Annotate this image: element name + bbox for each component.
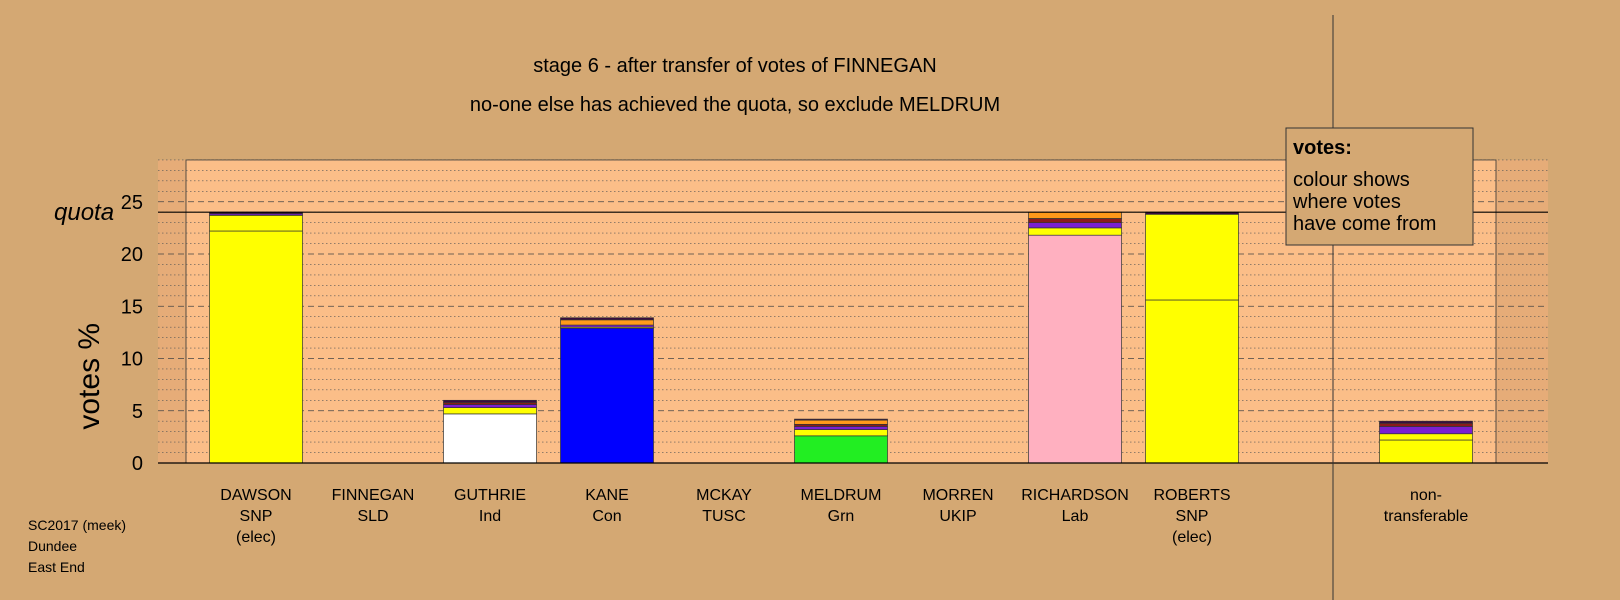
bar-segment-roberts-snp [1145, 213, 1239, 301]
bar-segment-dawson-snp [209, 214, 303, 232]
x-label-name: MCKAY [696, 487, 752, 504]
bar-segment-nontransferable-snp [1379, 433, 1473, 441]
quota-label: quota [54, 199, 114, 226]
y-axis-label: votes % [73, 323, 106, 430]
bar-segment-nontransferable-ukip [1379, 426, 1473, 435]
y-tick-label: 0 [132, 453, 143, 475]
x-label-name: RICHARDSON [1021, 487, 1129, 504]
x-label-name: KANE [585, 487, 629, 504]
x-label-party: TUSC [702, 508, 746, 525]
bar-segment-kane-dark [560, 317, 654, 321]
y-tick-label: 25 [121, 192, 143, 214]
y-tick-label: 15 [121, 296, 143, 318]
footer-line-3: East End [28, 559, 85, 575]
bar-segment-nontransferable-dark [1379, 420, 1473, 424]
x-label-party: UKIP [939, 508, 976, 525]
bar-segment-roberts-snp [1145, 299, 1239, 464]
x-label-nontransferable: non- [1410, 487, 1442, 504]
footer-line-2: Dundee [28, 538, 78, 554]
y-tick-label: 20 [121, 244, 143, 266]
bar-segment-nontransferable-tusc [1379, 422, 1473, 427]
legend-text-line: where votes [1292, 191, 1401, 213]
y-tick-label: 10 [121, 349, 143, 371]
x-label-party: Con [592, 508, 621, 525]
bar-segment-kane-sld [560, 319, 654, 326]
x-label-party: Grn [828, 508, 855, 525]
bar-segment-meldrum-grn [794, 435, 888, 464]
bar-segment-guthrie-ukip [443, 404, 537, 408]
x-label-party: Lab [1062, 508, 1089, 525]
x-label-name: MORREN [922, 487, 993, 504]
bar-segment-meldrum-snp [794, 429, 888, 437]
bar-segment-guthrie-dark [443, 399, 537, 403]
bar-segment-kane-con [560, 327, 654, 464]
footer: SC2017 (meek) Dundee East End [28, 515, 126, 578]
x-label-name: ROBERTS [1153, 487, 1230, 504]
bar-segment-richardson-lab [1028, 234, 1122, 464]
legend-title: votes: [1293, 137, 1352, 159]
x-label-party: Ind [479, 508, 501, 525]
x-label-name: MELDRUM [801, 487, 882, 504]
legend-text-line: colour shows [1293, 169, 1410, 191]
x-label-party: SNP [1176, 508, 1209, 525]
bar-segment-guthrie-snp [443, 407, 537, 415]
y-tick-label: 5 [132, 401, 143, 423]
x-label-name: FINNEGAN [332, 487, 415, 504]
bar-segment-meldrum-sld [794, 419, 888, 425]
bar-segment-guthrie-ind [443, 413, 537, 464]
bar-segment-richardson-sld [1028, 211, 1122, 219]
bar-segment-meldrum-dark [794, 418, 888, 421]
x-label-name: GUTHRIE [454, 487, 526, 504]
chart-subtitle: no-one else has achieved the quota, so e… [470, 94, 1000, 116]
bar-segment-richardson-tusc [1028, 218, 1122, 224]
x-label-party: SNP [240, 508, 273, 525]
bar-segment-richardson-snp [1028, 227, 1122, 236]
bar-segment-meldrum-ukip [794, 426, 888, 430]
x-label-note: (elec) [236, 529, 276, 546]
x-label-name: DAWSON [220, 487, 291, 504]
chart-title: stage 6 - after transfer of votes of FIN… [533, 55, 937, 77]
legend-text-line: have come from [1293, 213, 1436, 235]
x-label-party: SLD [357, 508, 388, 525]
legend-box [1285, 127, 1474, 246]
bar-segment-richardson-ukip [1028, 222, 1122, 229]
plot-panel [185, 159, 1497, 464]
x-label-note: (elec) [1172, 529, 1212, 546]
footer-line-1: SC2017 (meek) [28, 517, 127, 533]
bar-segment-dawson-snp [209, 230, 303, 464]
bar-segment-nontransferable-snp [1379, 439, 1473, 464]
x-label-nontransferable: transferable [1384, 508, 1469, 525]
